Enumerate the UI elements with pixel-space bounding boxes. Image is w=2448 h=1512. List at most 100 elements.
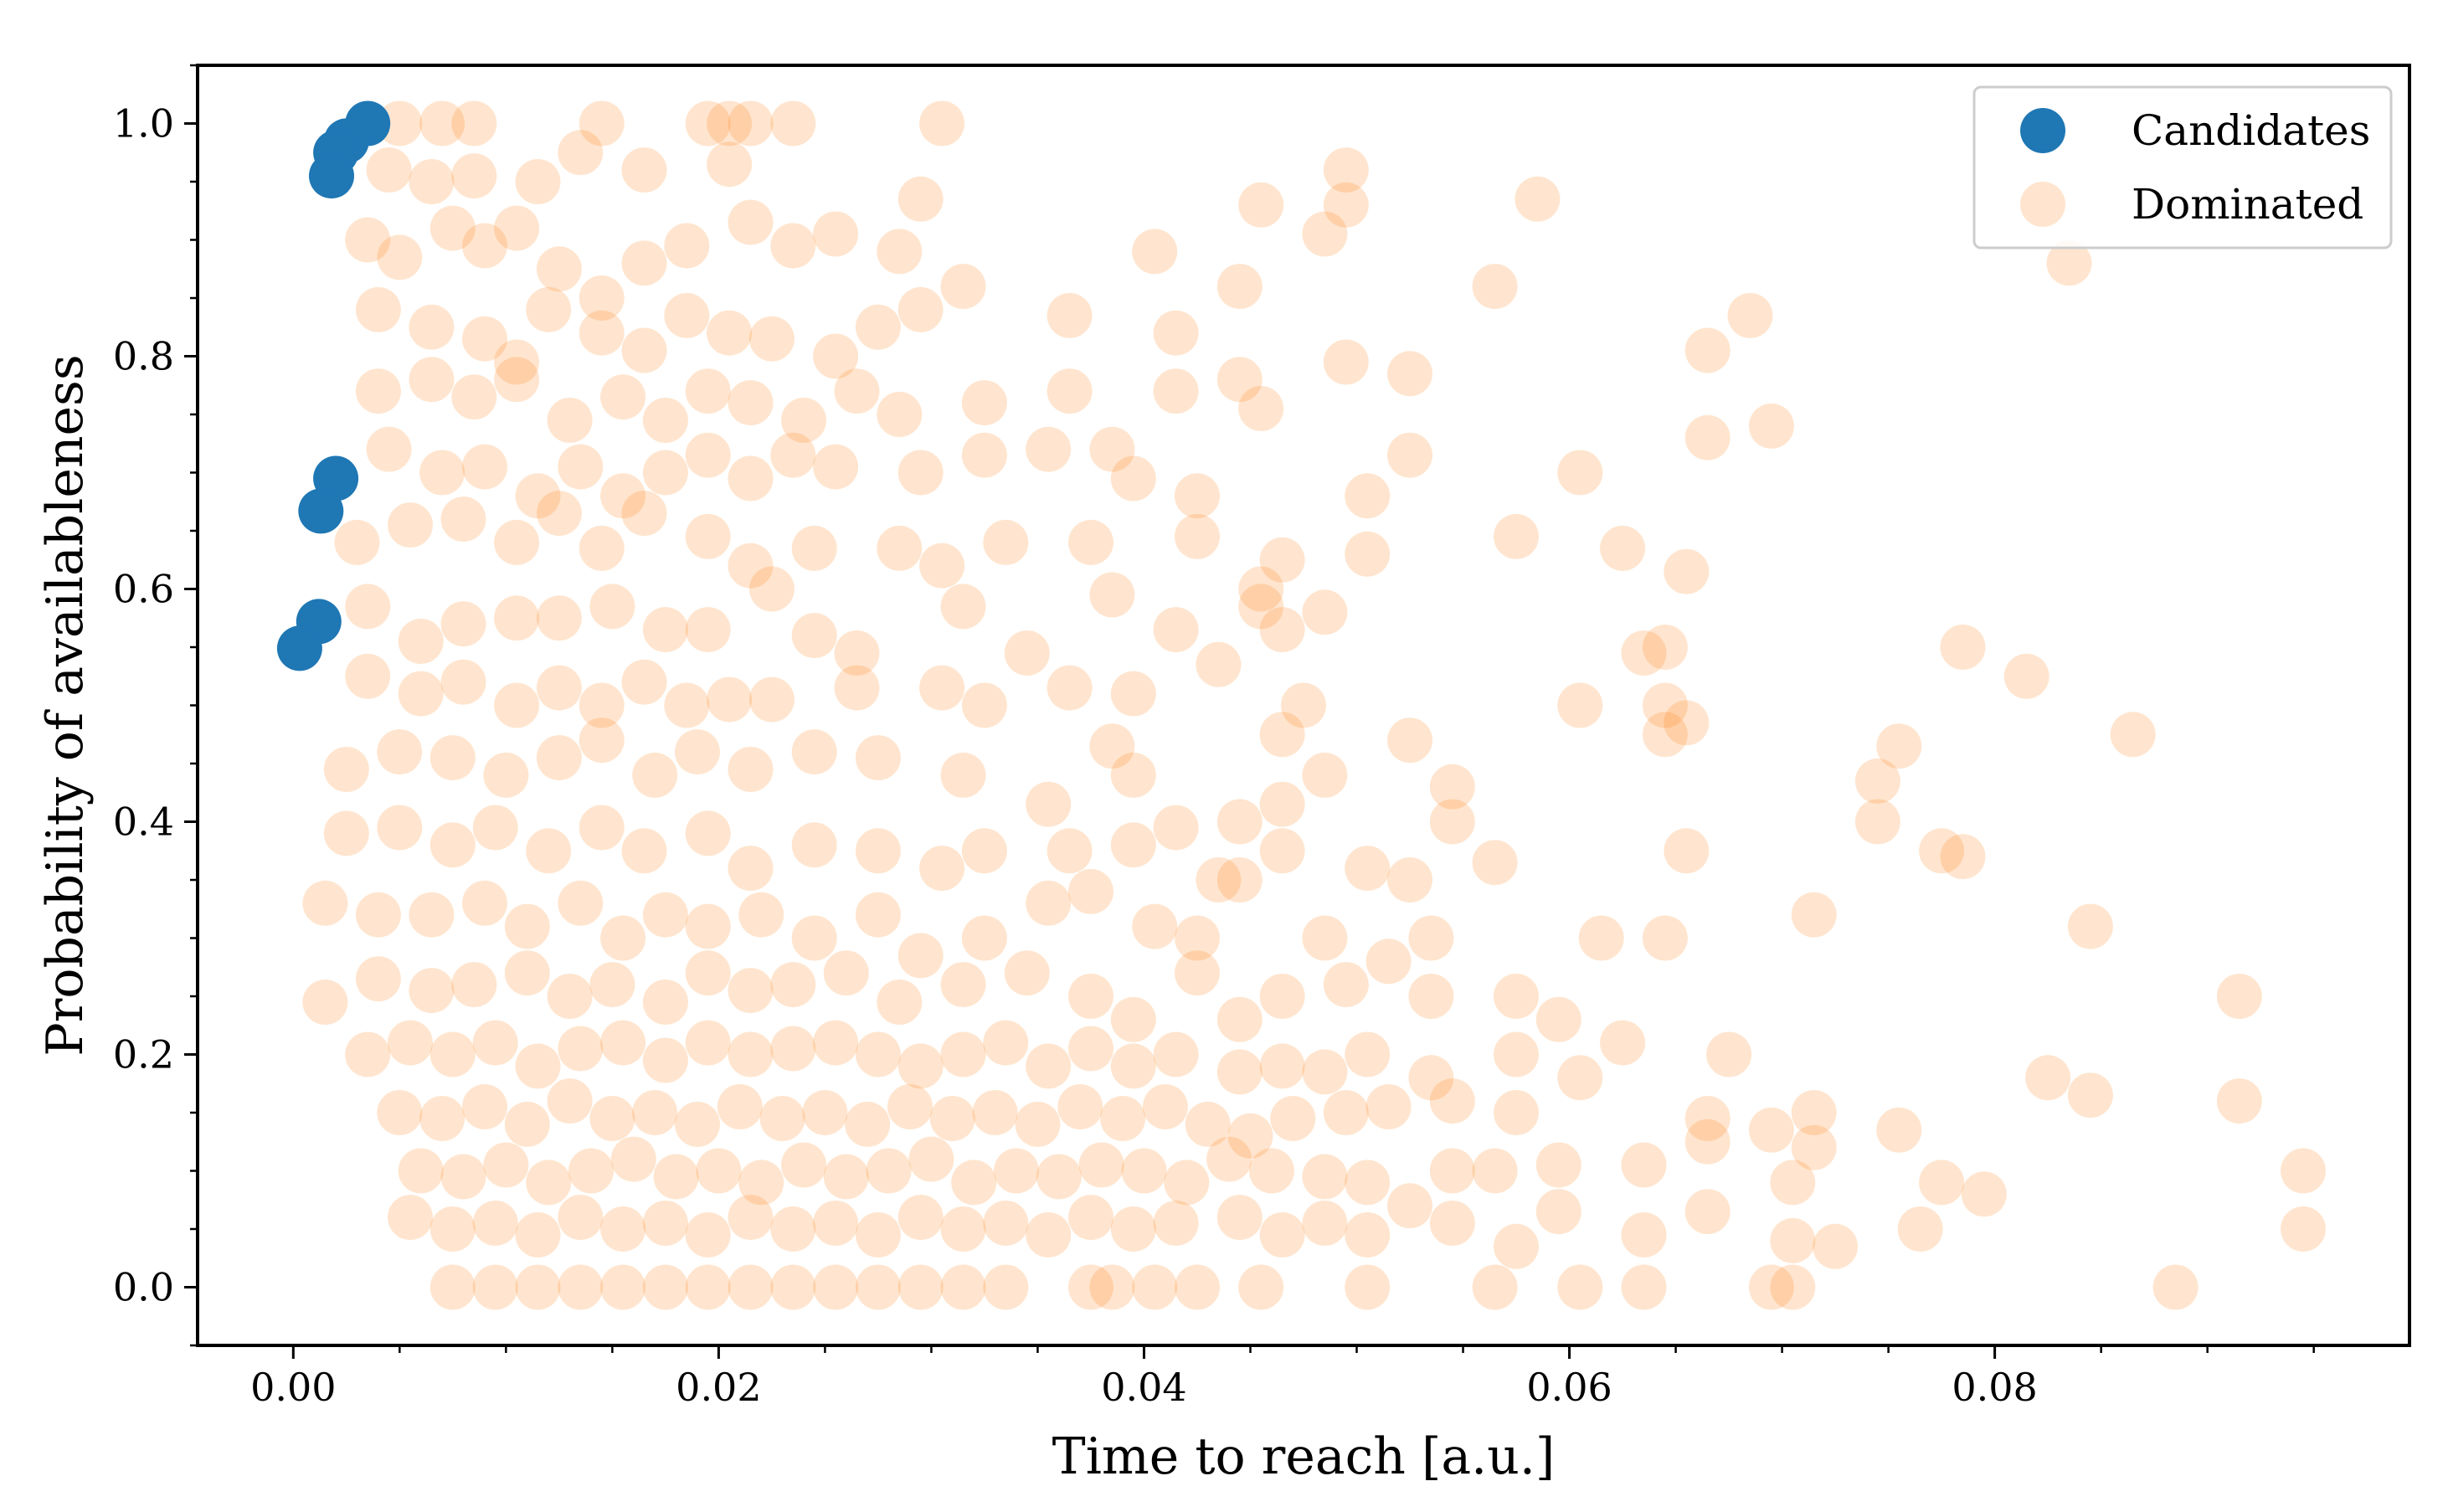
dominated-point-384	[1535, 1189, 1581, 1235]
dominated-point-151	[961, 682, 1007, 728]
dominated-point-374	[1068, 1195, 1113, 1241]
dominated-point-205	[1387, 857, 1432, 903]
dominated-point-300	[632, 1090, 678, 1135]
dominated-point-287	[1408, 1055, 1454, 1101]
dominated-point-77	[1748, 403, 1794, 449]
dominated-point-410	[1345, 1264, 1391, 1310]
dominated-point-272	[728, 1031, 774, 1077]
dominated-point-327	[483, 1142, 529, 1188]
dominated-point-368	[813, 1201, 859, 1246]
dominated-point-14	[621, 147, 667, 193]
dominated-point-291	[1706, 1031, 1752, 1077]
dominated-point-61	[451, 374, 497, 420]
dominated-point-188	[429, 822, 476, 868]
dominated-point-372	[983, 1201, 1029, 1246]
dominated-point-336	[866, 1148, 912, 1194]
dominated-point-351	[1621, 1142, 1667, 1188]
dominated-point-284	[1259, 1043, 1305, 1089]
dominated-point-276	[897, 1043, 944, 1089]
dominated-point-68	[781, 398, 826, 443]
dominated-point-37	[1302, 211, 1348, 257]
dominated-point-233	[1408, 915, 1454, 961]
dominated-point-199	[1047, 828, 1093, 874]
dominated-point-383	[1494, 1223, 1539, 1269]
dominated-point-198	[961, 828, 1007, 874]
dominated-point-103	[579, 525, 625, 571]
dominated-point-132	[1089, 572, 1135, 618]
dominated-point-73	[1153, 368, 1199, 414]
dominated-point-139	[345, 653, 391, 699]
dominated-point-298	[547, 1078, 593, 1124]
dominated-point-99	[388, 502, 433, 548]
dominated-point-57	[1684, 327, 1731, 373]
dominated-point-224	[897, 933, 944, 979]
legend-box	[1972, 85, 2393, 249]
dominated-point-268	[558, 1026, 604, 1072]
dominated-point-182	[1387, 717, 1432, 764]
dominated-point-264	[388, 1020, 433, 1066]
dominated-point-308	[972, 1090, 1018, 1135]
dominated-point-30	[728, 199, 774, 245]
dominated-point-323	[1876, 1107, 1922, 1153]
dominated-point-159	[1642, 712, 1688, 758]
dominated-point-67	[728, 380, 774, 426]
dominated-point-380	[1345, 1212, 1391, 1257]
dominated-point-81	[515, 473, 561, 519]
dominated-point-228	[1132, 903, 1178, 949]
y-tick-label: 0.4	[113, 800, 174, 845]
dominated-point-304	[802, 1090, 848, 1135]
dominated-point-5	[707, 100, 753, 147]
dominated-point-193	[685, 810, 731, 856]
dominated-point-260	[1494, 974, 1539, 1019]
dominated-point-158	[1642, 682, 1688, 728]
dominated-point-340	[1036, 1154, 1082, 1200]
dominated-point-109	[919, 543, 965, 589]
dominated-point-71	[961, 380, 1007, 426]
dominated-point-293	[2067, 1072, 2113, 1119]
dominated-point-164	[323, 747, 369, 792]
dominated-point-387	[1770, 1217, 1816, 1263]
dominated-point-106	[728, 543, 774, 589]
dominated-point-167	[483, 752, 529, 798]
dominated-point-275	[855, 1031, 901, 1077]
dominated-point-221	[738, 892, 784, 938]
dominated-point-101	[494, 519, 540, 565]
dominated-point-192	[621, 828, 667, 874]
dominated-point-202	[1196, 857, 1242, 903]
dominated-point-361	[515, 1212, 561, 1257]
dominated-point-69	[834, 368, 880, 414]
dominated-point-390	[2281, 1206, 2326, 1252]
dominated-point-177	[1089, 723, 1135, 769]
dominated-point-332	[696, 1148, 742, 1194]
dominated-point-257	[1259, 974, 1305, 1019]
dominated-point-53	[1047, 292, 1093, 338]
dominated-point-343	[1164, 1160, 1210, 1206]
dominated-point-243	[547, 974, 593, 1019]
dominated-point-116	[1494, 513, 1539, 559]
points-layer	[276, 100, 2326, 1310]
dominated-point-265	[429, 1031, 476, 1077]
dominated-point-32	[813, 211, 859, 257]
dominated-point-295	[419, 1096, 465, 1141]
dominated-point-226	[1026, 880, 1072, 926]
dominated-point-179	[1216, 799, 1263, 845]
dominated-point-315	[1270, 1096, 1316, 1141]
dominated-point-270	[642, 1037, 688, 1083]
dominated-point-388	[1813, 1223, 1859, 1269]
dominated-point-403	[940, 1264, 986, 1310]
dominated-point-26	[536, 246, 582, 292]
dominated-point-210	[1919, 828, 1965, 874]
dominated-point-145	[621, 659, 667, 705]
dominated-point-232	[1365, 939, 1412, 985]
dominated-point-216	[504, 903, 550, 949]
dominated-point-138	[1642, 625, 1688, 670]
dominated-point-140	[398, 671, 444, 717]
y-axis-label: Probability of availableness	[36, 354, 95, 1056]
dominated-point-55	[1323, 339, 1369, 385]
dominated-point-122	[494, 595, 540, 641]
dominated-point-48	[707, 310, 753, 356]
dominated-point-278	[983, 1020, 1029, 1066]
dominated-point-223	[855, 892, 901, 938]
dominated-point-280	[1068, 1026, 1113, 1072]
